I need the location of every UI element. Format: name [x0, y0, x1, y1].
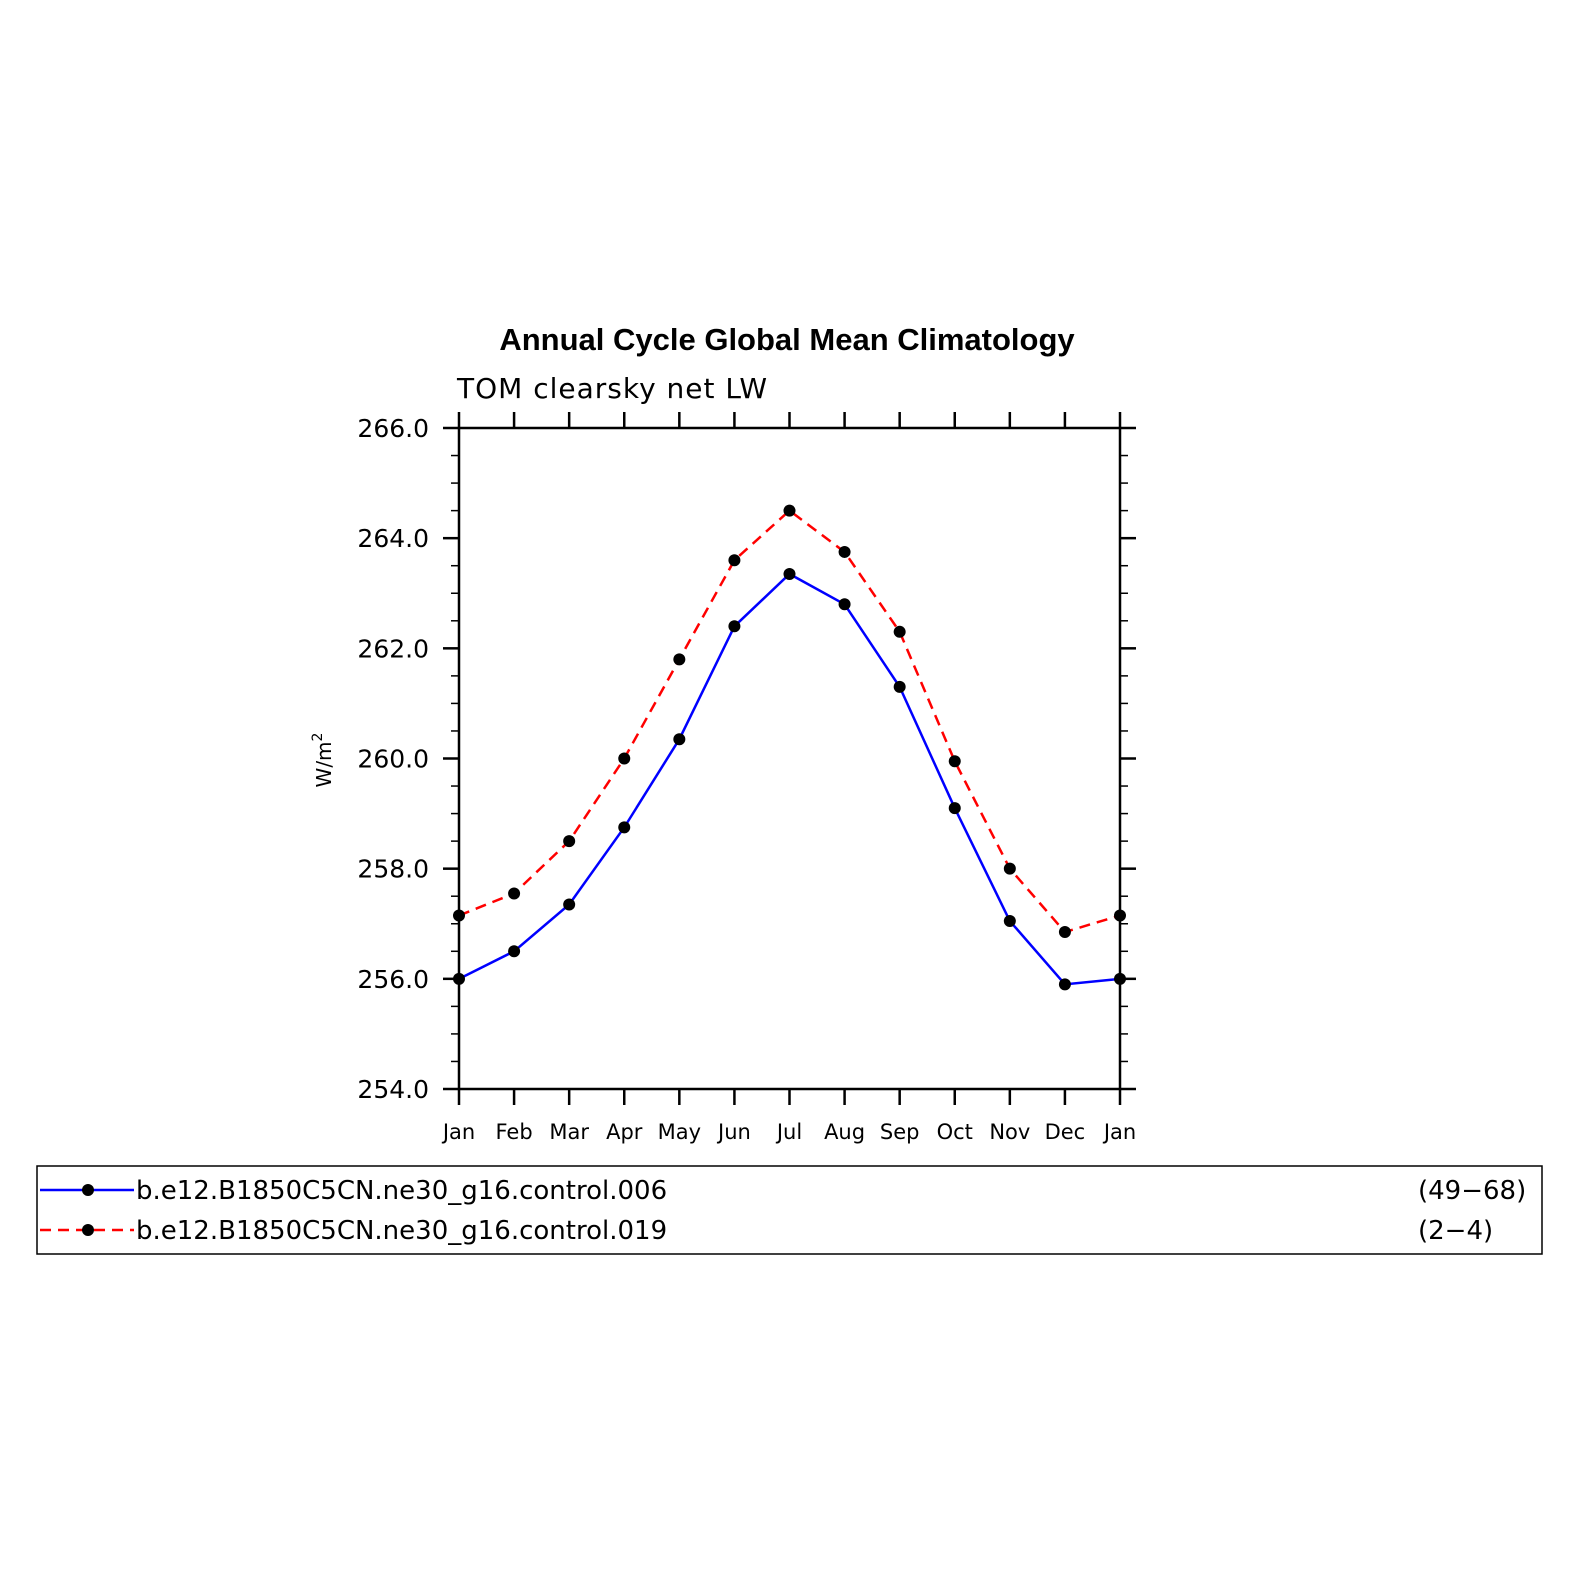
y-tick-label: 262.0	[357, 634, 429, 663]
x-tick-label: Mar	[549, 1120, 589, 1144]
y-axis-label-exponent: 2	[310, 733, 326, 742]
data-point	[453, 909, 465, 922]
data-point	[838, 545, 851, 558]
legend-box	[36, 1165, 1543, 1255]
y-tick-label: 264.0	[357, 524, 429, 553]
data-point	[673, 653, 686, 666]
data-point	[508, 945, 521, 958]
data-point	[563, 898, 576, 911]
plot-area-frame	[457, 426, 1122, 1091]
y-tick-label: 266.0	[357, 414, 429, 443]
data-point	[728, 620, 741, 633]
legend-item-2: b.e12.B1850C5CN.ne30_g16.control.019 (2−4…	[40, 1216, 1493, 1246]
legend-marker	[82, 1224, 94, 1236]
legend-marker	[82, 1184, 94, 1196]
legend-series-years: (2−4)	[1418, 1216, 1493, 1246]
x-tick-label: Jan	[1102, 1120, 1136, 1144]
x-tick-label: Feb	[495, 1120, 532, 1144]
x-tick-label: Sep	[880, 1120, 920, 1144]
x-tick-label: Nov	[989, 1120, 1030, 1144]
legend-item-1: b.e12.B1850C5CN.ne30_g16.control.006 (49−…	[40, 1176, 1526, 1206]
chart-subtitle: TOM clearsky net LW	[456, 372, 768, 405]
data-point	[893, 680, 906, 693]
data-point	[783, 504, 796, 517]
axis-ticks	[443, 412, 1136, 1105]
data-point	[563, 835, 576, 848]
data-point	[508, 887, 521, 900]
data-point	[1003, 862, 1016, 875]
data-point	[728, 554, 741, 567]
x-tick-label: Oct	[937, 1120, 973, 1144]
x-tick-label: Apr	[606, 1120, 643, 1144]
x-tick-label: Jun	[716, 1120, 751, 1144]
y-tick-label: 256.0	[357, 965, 429, 994]
data-point	[948, 755, 961, 768]
y-tick-label: 260.0	[357, 745, 429, 774]
legend-series-years: (49−68)	[1418, 1176, 1526, 1206]
data-point	[1114, 909, 1126, 922]
data-point	[1058, 926, 1071, 939]
x-tick-labels: Jan Feb Mar Apr May Jun Jul Aug Sep Oct Nov Dec Jan	[441, 1120, 1136, 1144]
data-point	[948, 802, 961, 815]
data-point	[618, 752, 631, 765]
data-point	[673, 733, 686, 746]
data-point	[453, 972, 465, 985]
data-point	[1003, 914, 1016, 927]
legend-series-name: b.e12.B1850C5CN.ne30_g16.control.019	[136, 1216, 667, 1246]
y-axis-label-unit: W/m	[312, 741, 336, 787]
series-layer	[453, 504, 1126, 991]
legend: b.e12.B1850C5CN.ne30_g16.control.006 (49−…	[40, 1176, 1526, 1246]
x-tick-label: Jul	[775, 1120, 802, 1144]
series-1	[453, 567, 1126, 991]
chart-title: Annual Cycle Global Mean Climatology	[499, 322, 1075, 357]
data-point	[1058, 978, 1071, 991]
y-tick-labels: 254.0 256.0 258.0 260.0 262.0 264.0 266.0	[357, 414, 429, 1104]
x-tick-label: Aug	[824, 1120, 865, 1144]
data-point	[618, 821, 631, 834]
y-tick-label: 258.0	[357, 855, 429, 884]
x-tick-label: May	[658, 1120, 701, 1144]
legend-series-name: b.e12.B1850C5CN.ne30_g16.control.006	[136, 1176, 667, 1206]
y-axis-label: W/m2	[310, 733, 336, 788]
x-tick-label: Jan	[441, 1120, 475, 1144]
series-line	[458, 572, 1121, 986]
x-tick-label: Dec	[1045, 1120, 1086, 1144]
data-point	[893, 625, 906, 638]
series-2	[453, 504, 1126, 939]
data-point	[1114, 972, 1126, 985]
data-point	[783, 567, 796, 580]
y-tick-label: 254.0	[357, 1075, 429, 1104]
data-point	[838, 598, 851, 611]
